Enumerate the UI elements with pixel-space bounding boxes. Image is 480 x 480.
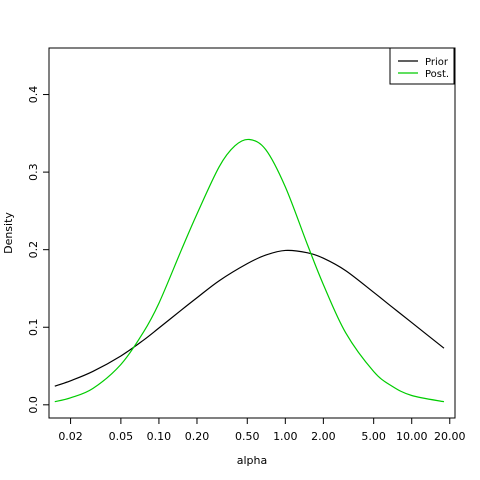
- x-tick-label: 0.10: [147, 430, 172, 443]
- x-tick-label: 0.20: [185, 430, 210, 443]
- x-tick-label: 1.00: [273, 430, 298, 443]
- x-tick-label: 2.00: [311, 430, 336, 443]
- series-layer: [54, 138, 445, 403]
- y-tick-label: 0.0: [27, 396, 40, 414]
- series-line-post: [54, 138, 445, 403]
- x-tick-label: 20.00: [434, 430, 466, 443]
- series-line-prior: [54, 249, 445, 387]
- y-tick-label: 0.1: [27, 318, 40, 336]
- x-tick-label: 10.00: [396, 430, 428, 443]
- y-tick-label: 0.2: [27, 241, 40, 259]
- x-axis: 0.02 0.05 0.10 0.20 0.50 1.00 2.00 5.00 10.00 20.…: [58, 417, 466, 443]
- legend-label-prior: Prior: [425, 57, 449, 68]
- x-tick-label: 5.00: [361, 430, 386, 443]
- y-tick-label: 0.4: [27, 86, 40, 104]
- x-tick-label: 0.05: [109, 430, 134, 443]
- y-axis-title: Density: [2, 212, 15, 254]
- legend-label-post: Post.: [425, 69, 449, 80]
- x-tick-label: 0.50: [235, 430, 260, 443]
- y-axis: 0.0 0.1 0.2 0.3 0.4: [27, 86, 50, 414]
- y-tick-label: 0.3: [27, 163, 40, 181]
- legend: Prior Post.: [389, 47, 455, 85]
- x-tick-label: 0.02: [58, 430, 83, 443]
- x-axis-title: alpha: [237, 454, 268, 467]
- legend-box: [389, 47, 455, 85]
